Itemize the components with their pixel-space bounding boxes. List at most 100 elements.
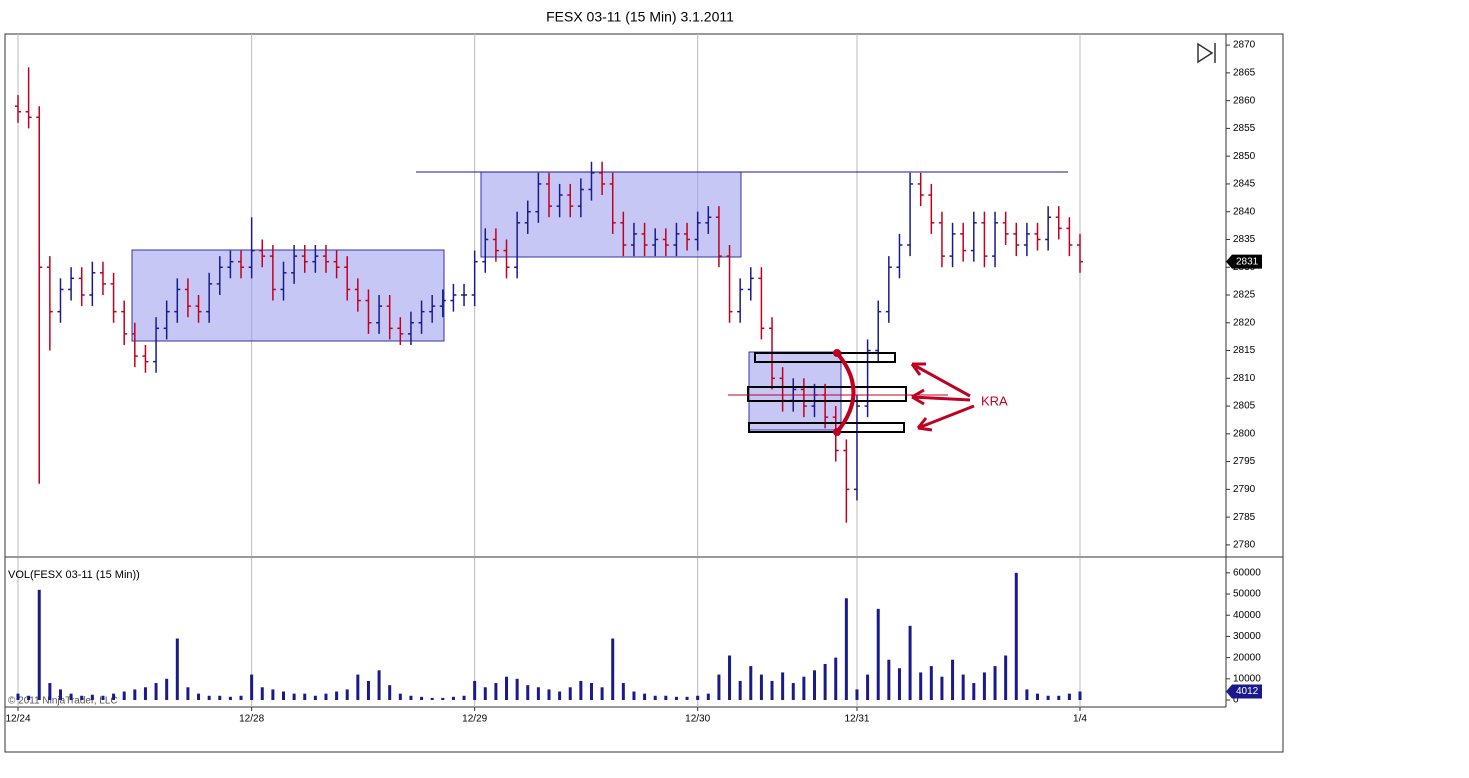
volume-bar [1046, 695, 1050, 700]
kra-dot [833, 349, 841, 357]
annotation: KRA [981, 393, 1008, 408]
y-tick-label: 2800 [1233, 428, 1256, 439]
x-tick-label: 12/28 [239, 714, 264, 725]
volume-bar [728, 655, 732, 700]
last-volume-label: 4012 [1236, 686, 1259, 697]
x-tick-label: 12/29 [462, 714, 487, 725]
volume-bar [420, 696, 424, 700]
y-tick-label: 2795 [1233, 456, 1256, 467]
y2-tick-label: 0 [1233, 695, 1239, 706]
volume-bar [738, 680, 742, 700]
volume-bar [260, 687, 264, 700]
y-tick-label: 2870 [1233, 40, 1256, 51]
y-tick-label: 2855 [1233, 123, 1256, 134]
volume-bar [526, 685, 530, 700]
volume-bar [505, 676, 509, 700]
volume-bar [770, 680, 774, 700]
y-tick-label: 2860 [1233, 95, 1256, 106]
volume-label: VOL(FESX 03-11 (15 Min)) [8, 569, 140, 581]
volume-bar [643, 693, 647, 700]
y-tick-label: 2850 [1233, 151, 1256, 162]
kra-curve [835, 351, 856, 434]
volume-bar [813, 670, 816, 700]
y-tick-label: 2845 [1233, 179, 1256, 190]
volume-bar [324, 693, 328, 700]
play-icon [1197, 42, 1216, 64]
volume-bar [462, 695, 466, 700]
volume-bar [653, 695, 657, 700]
y-tick-label: 2810 [1233, 373, 1256, 384]
y-tick-label: 2865 [1233, 68, 1256, 79]
volume-bar [441, 697, 445, 700]
volume-bar [568, 687, 572, 700]
x-tick-label: 12/24 [5, 714, 30, 725]
volume-bar [855, 689, 859, 700]
volume-bar [823, 663, 827, 700]
volume-bar [197, 693, 201, 700]
volume-bar [409, 695, 413, 700]
volume-bar [1067, 693, 1071, 700]
kra-drawing: KRA [728, 349, 1008, 436]
kra-box [747, 386, 907, 402]
volume-bar [802, 676, 806, 700]
volume-bar [1014, 572, 1018, 700]
volume-bar [866, 674, 870, 700]
y-tick-label: 2805 [1233, 401, 1256, 412]
volume-bar [749, 666, 753, 700]
volume-bar [1078, 691, 1082, 700]
kra-box [754, 352, 896, 363]
volume-bar [356, 674, 360, 700]
volume-bar [844, 598, 848, 700]
volume-bar [547, 689, 551, 700]
copyright: © 2011 NinjaTrader, LLC [8, 696, 118, 707]
volume-bar [696, 695, 700, 700]
volume-bar [982, 672, 986, 700]
volume-bar [940, 676, 944, 700]
volume-bar [908, 625, 912, 700]
y2-tick-label: 40000 [1233, 610, 1261, 621]
volume-bar [388, 685, 392, 700]
y-tick-label: 2815 [1233, 345, 1256, 356]
volume-bar [250, 674, 254, 700]
y-tick-label: 2780 [1233, 540, 1256, 551]
volume-bar [664, 695, 668, 700]
last-price-label: 2831 [1236, 256, 1259, 267]
x-tick-label: 12/31 [844, 714, 869, 725]
volume-bar [175, 638, 179, 700]
volume-bar [48, 683, 52, 700]
volume-bar [834, 657, 838, 700]
volume-bar [887, 659, 891, 700]
volume-bar [282, 691, 285, 700]
volume-bar [473, 680, 477, 700]
volume-bar [122, 691, 126, 700]
volume-bar [345, 689, 349, 700]
volume-bar [313, 695, 317, 700]
volume-bar [271, 689, 275, 700]
y2-tick-label: 60000 [1233, 567, 1261, 578]
x-tick-label: 12/30 [685, 714, 710, 725]
volume-bar [292, 693, 296, 700]
volume-bar [1004, 655, 1008, 700]
range-box [480, 171, 742, 258]
volume-bar [80, 695, 84, 700]
volume-bar [366, 680, 370, 700]
volume-bar [1025, 689, 1029, 700]
volume-bar [165, 678, 169, 700]
volume-bar [186, 687, 190, 700]
kra-arrow [910, 362, 971, 398]
volume-bar [69, 693, 73, 700]
last-price-marker [1226, 254, 1262, 269]
x-tick-label: 1/4 [1073, 714, 1087, 725]
volume-bar [228, 696, 232, 700]
kra-arrow [916, 404, 975, 432]
range-boxes [131, 171, 1068, 431]
volume-bar [929, 666, 933, 700]
frame [4, 33, 1284, 753]
volume-bar [27, 695, 31, 700]
y2-tick-label: 10000 [1233, 673, 1261, 684]
volume-bar [706, 693, 710, 700]
volume-bar [133, 689, 137, 700]
volume-bar [972, 683, 976, 700]
volume-bar [993, 666, 997, 700]
kra-arrow [911, 388, 971, 406]
